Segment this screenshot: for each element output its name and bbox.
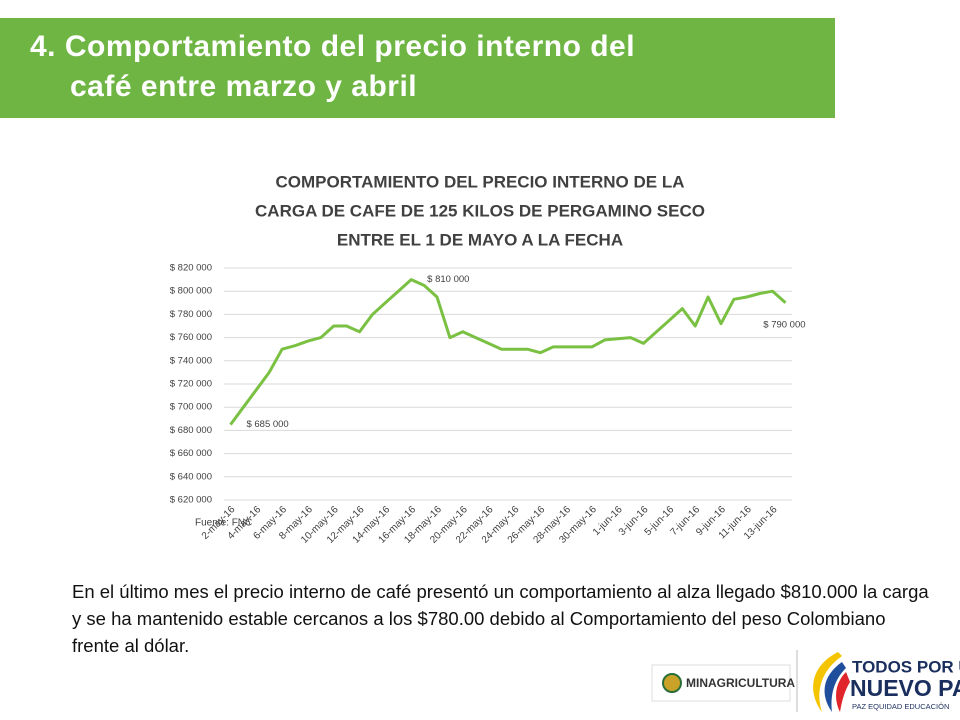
y-tick-label: $ 820 000 bbox=[170, 263, 212, 274]
ministry-name: MINAGRICULTURA bbox=[686, 676, 795, 690]
y-tick-label: $ 700 000 bbox=[170, 402, 212, 413]
y-tick-label: $ 740 000 bbox=[170, 355, 212, 366]
swoosh bbox=[824, 662, 846, 712]
slogan: NUEVO PAÍS bbox=[850, 674, 960, 701]
chart-title: COMPORTAMIENTO DEL PRECIO INTERNO DE LA bbox=[276, 172, 685, 191]
emblem bbox=[662, 673, 682, 693]
y-tick-label: $ 680 000 bbox=[170, 425, 212, 436]
data-label: $ 790 000 bbox=[763, 319, 805, 330]
chart-title: ENTRE EL 1 DE MAYO A LA FECHA bbox=[337, 230, 623, 249]
line bbox=[229, 278, 787, 426]
header-band: 4. Comportamiento del precio interno del… bbox=[0, 18, 835, 118]
y-tick-label: $ 620 000 bbox=[170, 495, 212, 506]
swoosh bbox=[813, 652, 842, 712]
slogan: TODOS POR UN bbox=[852, 657, 960, 676]
swoosh bbox=[836, 672, 850, 712]
y-tick-label: $ 640 000 bbox=[170, 471, 212, 482]
data-label: $ 810 000 bbox=[427, 274, 469, 285]
chart-title: CARGA DE CAFE DE 125 KILOS DE PERGAMINO … bbox=[255, 201, 705, 220]
y-tick-label: $ 800 000 bbox=[170, 286, 212, 297]
slide-title: 4. Comportamiento del precio interno del bbox=[30, 30, 636, 63]
y-tick-label: $ 780 000 bbox=[170, 309, 212, 320]
motto: PAZ EQUIDAD EDUCACIÓN bbox=[852, 702, 949, 711]
body-text: En el último mes el precio interno de ca… bbox=[72, 581, 929, 656]
slide-title: café entre marzo y abril bbox=[70, 70, 418, 103]
y-tick-label: $ 720 000 bbox=[170, 379, 212, 390]
data-label: $ 685 000 bbox=[246, 419, 288, 430]
source: Fuente: FNC bbox=[195, 518, 252, 529]
y-tick-label: $ 660 000 bbox=[170, 448, 212, 459]
y-tick-label: $ 760 000 bbox=[170, 332, 212, 343]
